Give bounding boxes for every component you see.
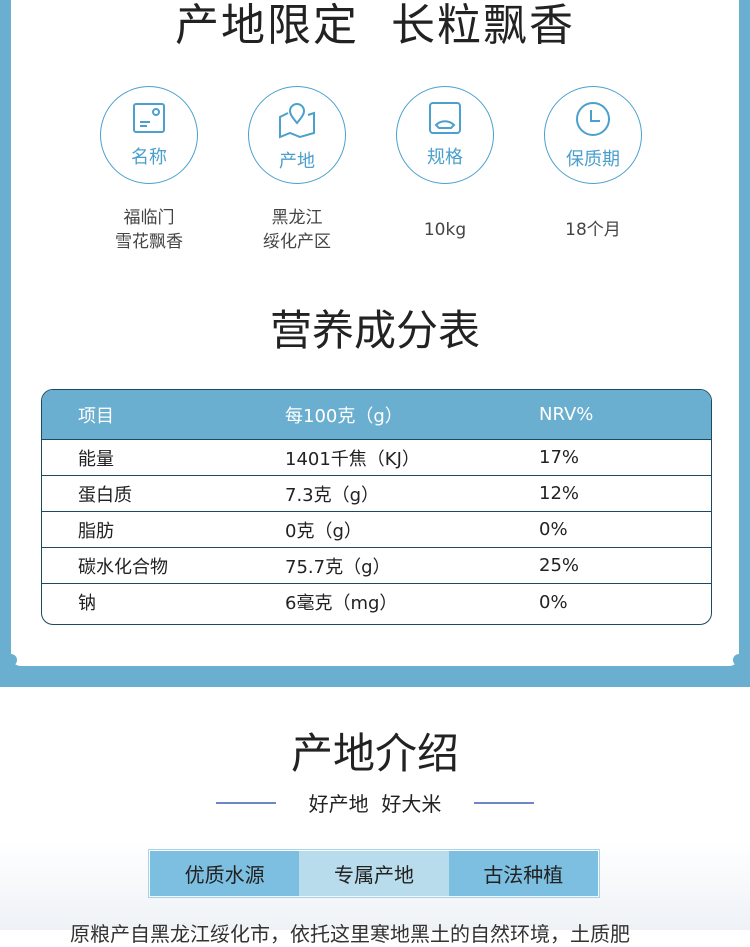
origin-subtitle: 好产地 好大米 [308, 792, 442, 816]
spec-label: 保质期 [566, 149, 620, 170]
corner-notch [5, 654, 17, 666]
corner-notch [733, 654, 745, 666]
id-card-icon [133, 103, 165, 133]
spec-value: 黑龙江 绥化产区 [263, 208, 331, 252]
spec-value: 10kg [423, 220, 467, 240]
map-pin-icon [279, 103, 315, 139]
nutrition-title: 营养成分表 [269, 306, 480, 355]
header-title: 产地限定 长粒飘香 [175, 0, 575, 51]
spec-value: 18个月 [565, 220, 621, 240]
tab-traditional-planting[interactable]: 古法种植 [448, 851, 598, 896]
spec-label: 名称 [131, 147, 167, 168]
origin-title: 产地介绍 [290, 729, 459, 778]
table-header: 项目 每100克（g） NRV% [42, 390, 711, 440]
clock-icon [576, 102, 610, 136]
divider [474, 802, 534, 804]
origin-description: 原粮产自黑龙江绥化市，依托这里寒地黑土的自然环境，土质肥 [70, 922, 630, 946]
table-row: 蛋白质 7.3克（g） 12% [42, 476, 711, 512]
spec-label: 产地 [279, 151, 315, 172]
tab-exclusive-origin[interactable]: 专属产地 [299, 851, 449, 896]
spec-label: 规格 [427, 147, 463, 168]
spec-shelf-life: 保质期 [544, 86, 642, 184]
spec-value: 福临门 雪花飘香 [115, 208, 183, 252]
table-row: 能量 1401千焦（KJ） 17% [42, 440, 711, 476]
table-row: 脂肪 0克（g） 0% [42, 512, 711, 548]
tab-water-source[interactable]: 优质水源 [150, 851, 300, 896]
table-row: 碳水化合物 75.7克（g） 25% [42, 548, 711, 584]
spec-origin: 产地 [248, 86, 346, 184]
scale-icon [429, 102, 461, 134]
divider [216, 802, 276, 804]
nutrition-table: 项目 每100克（g） NRV% 能量 1401千焦（KJ） 17% 蛋白质 7.3克（g… [41, 389, 712, 625]
spec-size: 规格 [396, 86, 494, 184]
spec-name: 名称 [100, 86, 198, 184]
origin-tabs: 优质水源 专属产地 古法种植 [148, 849, 600, 898]
table-row: 钠 6毫克（mg） 0% [78, 591, 568, 615]
